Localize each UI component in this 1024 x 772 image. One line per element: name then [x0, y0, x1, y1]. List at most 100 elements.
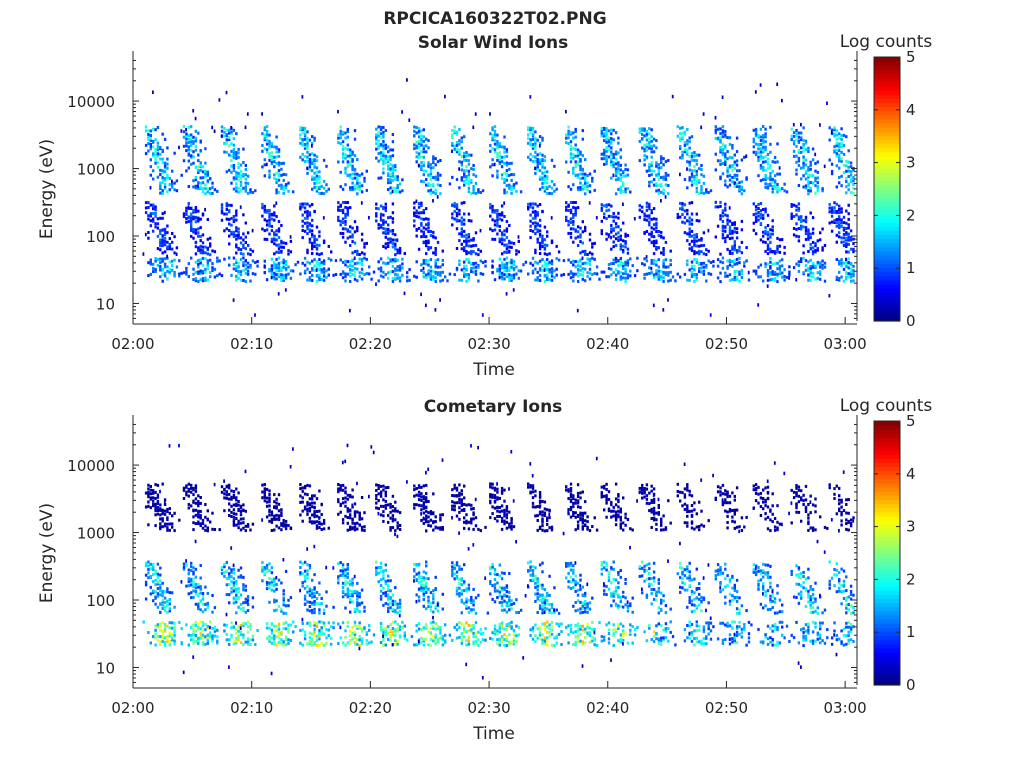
heatmap-cell	[211, 182, 213, 185]
heatmap-cell	[306, 160, 308, 163]
heatmap-cell	[800, 123, 802, 127]
heatmap-cell	[760, 216, 762, 219]
heatmap-cell	[840, 258, 842, 261]
heatmap-cell	[762, 161, 764, 164]
heatmap-cell	[356, 268, 358, 271]
heatmap-cell	[632, 264, 634, 267]
heatmap-cell	[653, 244, 655, 247]
heatmap-cell	[240, 607, 242, 610]
heatmap-cell	[802, 158, 804, 161]
heatmap-cell	[582, 230, 584, 233]
heatmap-cell	[392, 175, 394, 178]
heatmap-cell	[686, 212, 688, 215]
heatmap-cell	[202, 610, 204, 613]
colorbar-tick-label: 0	[906, 312, 916, 330]
heatmap-cell	[736, 227, 738, 230]
heatmap-cell	[302, 205, 304, 208]
heatmap-cell	[515, 253, 517, 256]
colorbar-segment	[874, 201, 900, 206]
heatmap-cell	[247, 523, 249, 526]
heatmap-cell	[572, 153, 574, 156]
heatmap-cell	[817, 261, 819, 264]
heatmap-cell	[237, 277, 239, 280]
heatmap-cell	[529, 127, 531, 130]
heatmap-cell	[776, 262, 778, 265]
heatmap-cell	[515, 182, 517, 185]
heatmap-cell	[601, 153, 603, 156]
heatmap-cell	[387, 277, 389, 280]
heatmap-cell	[242, 239, 244, 242]
heatmap-cell	[261, 215, 263, 218]
heatmap-cell	[579, 182, 581, 185]
heatmap-cell	[845, 250, 847, 253]
heatmap-cell	[228, 638, 230, 641]
heatmap-cell	[764, 160, 766, 163]
heatmap-cell	[147, 206, 149, 209]
heatmap-cell	[328, 245, 330, 248]
colorbar-segment	[874, 90, 900, 95]
heatmap-cell	[508, 224, 510, 227]
heatmap-cell	[188, 202, 190, 205]
heatmap-cell	[591, 257, 593, 260]
heatmap-cell	[805, 269, 807, 272]
heatmap-cell	[646, 149, 648, 152]
heatmap-cell	[378, 267, 380, 270]
heatmap-cell	[480, 229, 482, 233]
heatmap-cell	[275, 273, 277, 276]
heatmap-cell	[698, 154, 700, 157]
heatmap-cell	[323, 279, 325, 282]
heatmap-cell	[394, 253, 396, 256]
heatmap-cell	[622, 170, 624, 173]
heatmap-cell	[461, 155, 463, 158]
heatmap-cell	[304, 160, 306, 163]
heatmap-cell	[508, 240, 510, 243]
heatmap-cell	[774, 271, 776, 274]
heatmap-cell	[506, 148, 508, 151]
y-tick-label: 100	[86, 228, 115, 246]
heatmap-cell	[681, 202, 683, 205]
heatmap-cell	[719, 214, 721, 217]
heatmap-cell	[840, 207, 842, 210]
heatmap-cell	[173, 259, 175, 262]
heatmap-cell	[432, 275, 434, 278]
heatmap-cell	[667, 174, 669, 177]
heatmap-cell	[204, 170, 206, 173]
heatmap-cell	[209, 253, 211, 256]
heatmap-cell	[677, 273, 679, 276]
heatmap-cell	[838, 221, 840, 224]
heatmap-cell	[843, 221, 845, 224]
heatmap-cell	[207, 238, 209, 241]
heatmap-cell	[192, 140, 194, 143]
heatmap-cell	[387, 257, 389, 260]
heatmap-cell	[173, 643, 175, 646]
heatmap-cell	[503, 273, 505, 276]
heatmap-cell	[311, 274, 313, 277]
heatmap-cell	[807, 229, 809, 232]
heatmap-cell	[717, 128, 719, 131]
heatmap-cell	[653, 240, 655, 243]
heatmap-cell	[190, 149, 192, 152]
heatmap-cell	[534, 261, 536, 264]
heatmap-cell	[285, 288, 287, 292]
heatmap-cell	[575, 273, 577, 276]
heatmap-cell	[354, 267, 356, 270]
heatmap-cell	[366, 258, 368, 261]
heatmap-cell	[795, 138, 797, 141]
heatmap-cell	[738, 169, 740, 172]
heatmap-cell	[147, 505, 149, 508]
heatmap-cell	[190, 569, 192, 572]
heatmap-cell	[679, 137, 681, 140]
heatmap-cell	[781, 258, 783, 261]
heatmap-cell	[268, 134, 270, 137]
heatmap-cell	[278, 269, 280, 272]
heatmap-cell	[646, 155, 648, 158]
heatmap-cell	[233, 568, 235, 571]
heatmap-cell	[154, 569, 156, 572]
heatmap-cell	[351, 227, 353, 230]
heatmap-cell	[643, 158, 645, 161]
heatmap-cell	[658, 246, 660, 249]
heatmap-cell	[266, 278, 268, 281]
heatmap-cell	[655, 222, 657, 225]
heatmap-cell	[249, 280, 251, 283]
heatmap-cell	[164, 641, 166, 644]
